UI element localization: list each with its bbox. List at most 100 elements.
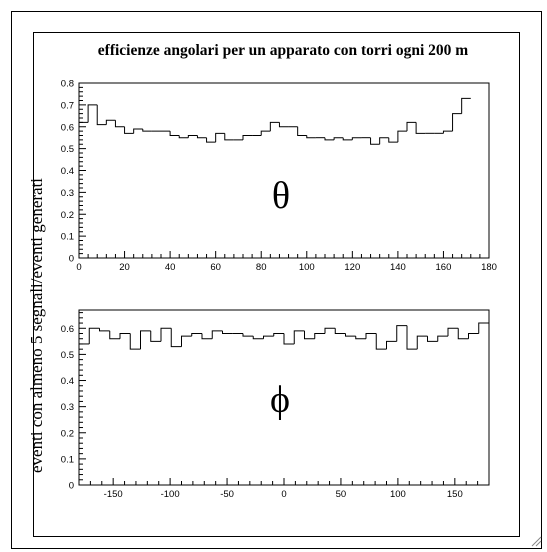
histogram-bin (355, 336, 366, 340)
histogram-bin (269, 121, 280, 132)
histogram-bin (342, 137, 353, 141)
resize-grip-icon[interactable] (531, 536, 542, 547)
histogram-bin (333, 137, 344, 140)
x-tick-label: 100 (299, 262, 315, 273)
y-tick-label: 0.6 (61, 122, 74, 133)
histogram-bin (324, 137, 335, 141)
x-tick-label: 0 (281, 489, 286, 500)
histogram-bin (447, 327, 459, 337)
histogram-bin (140, 330, 151, 350)
y-tick-label: 0.7 (61, 100, 74, 111)
histogram-bin (114, 120, 125, 128)
y-tick-label: 0.2 (61, 210, 74, 221)
histogram-bin (468, 333, 479, 339)
x-tick-label: 40 (165, 262, 176, 273)
histogram-bin (304, 330, 315, 340)
angle-symbol: θ (272, 175, 290, 217)
y-tick-label: 0.5 (61, 350, 74, 361)
x-tick-label: 60 (210, 262, 221, 273)
histogram-bin (242, 135, 253, 140)
x-tick-label: 140 (390, 262, 406, 273)
histogram-bin (109, 330, 120, 340)
histogram-bin (437, 335, 448, 342)
histogram-bin (191, 333, 202, 337)
histogram-bin (427, 336, 438, 342)
histogram-bin (351, 137, 362, 140)
theta-panel: 0 0.1 0.2 0.3 0.4 0.5 0.6 0.7 0.8 0 20 40 60 80 100 120… (61, 79, 497, 274)
histogram-bin (406, 325, 418, 350)
y-tick-label: 0.3 (61, 188, 74, 199)
histogram-bin (478, 322, 489, 334)
histogram-bin (187, 135, 198, 138)
histogram-bin (306, 135, 316, 139)
phi-panel: 0 0.1 0.2 0.3 0.4 0.5 0.6 -150 -100 -50 0 50 100 150 ϕ (61, 309, 490, 500)
x-tick-label: -150 (104, 489, 123, 500)
x-tick-label: -100 (161, 489, 180, 500)
histogram-bin (150, 330, 161, 342)
x-tick-label: 100 (390, 489, 406, 500)
histogram-bin (273, 333, 284, 337)
histogram-bin (242, 333, 254, 337)
histogram-bin (365, 333, 377, 339)
histogram-bin (222, 330, 233, 335)
histogram-bin (386, 340, 397, 350)
histogram-bin (370, 137, 380, 145)
angle-symbol: ϕ (270, 379, 290, 421)
histogram-bin (99, 328, 110, 332)
y-tick-label: 0 (69, 481, 74, 492)
histogram-bin (324, 327, 336, 334)
x-tick-label: 180 (481, 262, 497, 273)
x-tick-label: 150 (447, 489, 463, 500)
y-tick-label: 0 (69, 254, 74, 265)
histogram-bin (283, 333, 295, 345)
histogram-bin (452, 113, 462, 132)
histogram-bin (181, 335, 192, 347)
histogram-bin (142, 128, 152, 132)
histogram-bin (211, 330, 223, 339)
histogram-bin (457, 328, 469, 340)
histogram-bin (124, 126, 134, 134)
histogram-bin (416, 335, 428, 350)
histogram-bin (379, 137, 389, 145)
y-tick-label: 0.1 (61, 232, 74, 243)
histogram-bin (263, 335, 274, 339)
histogram-bin (461, 97, 471, 114)
plot-frame (78, 82, 490, 259)
histogram-bin (169, 131, 180, 136)
inner-frame (33, 32, 520, 537)
histogram-bin (314, 333, 325, 339)
histogram-bin (278, 122, 289, 128)
x-tick-label: 80 (256, 262, 267, 273)
histogram-bin (345, 333, 356, 337)
histogram-bin (252, 336, 264, 340)
chart-title: efficienze angolari per un apparato con … (98, 42, 468, 59)
histogram-bin (297, 126, 307, 136)
histogram-bin (406, 121, 417, 132)
histogram-bin (224, 133, 234, 141)
histogram-bin (215, 132, 225, 143)
histogram-bin (375, 333, 387, 350)
y-axis-label: eventi con almeno 5 segnali/eventi gener… (27, 178, 46, 473)
x-tick-label: 0 (76, 262, 81, 273)
y-tick-label: 0.6 (61, 324, 74, 335)
histogram-bin (415, 122, 426, 134)
y-tick-label: 0.4 (61, 166, 74, 177)
histogram-bin (133, 128, 143, 134)
histogram-bin (88, 327, 100, 344)
histogram-bin (196, 135, 207, 139)
histogram-bin (397, 130, 407, 143)
y-tick-label: 0.5 (61, 144, 74, 155)
histogram-bin (442, 130, 453, 134)
histogram-bin (129, 333, 141, 350)
x-tick-label: 120 (344, 262, 360, 273)
histogram-bin (396, 325, 407, 342)
histogram-bin (160, 327, 172, 342)
histogram-bin (293, 330, 305, 344)
outer-frame (11, 11, 542, 549)
y-tick-label: 0.1 (61, 454, 74, 465)
histogram-bin (96, 104, 107, 126)
histogram-bin (87, 104, 98, 123)
x-tick-label: 20 (119, 262, 130, 273)
histogram-bin (334, 328, 346, 335)
